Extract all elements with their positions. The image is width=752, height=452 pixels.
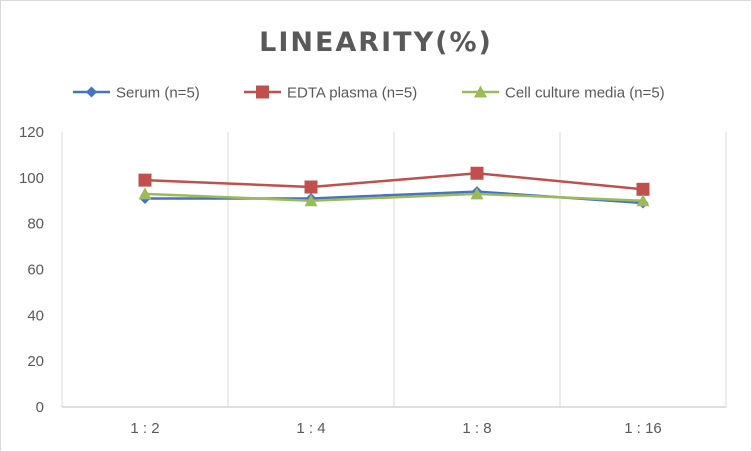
y-tick-label: 60: [27, 262, 44, 279]
legend-marker: [256, 85, 269, 99]
legend-entry: Cell culture media (n=5): [462, 85, 665, 102]
y-tick-label: 120: [19, 124, 44, 141]
data-point: [636, 194, 650, 207]
legend-label: EDTA plasma (n=5): [287, 85, 417, 102]
axes: 0 20 40 60 80 100 120 1 : 2 1 : 4 1 : 8 1 : 16: [19, 124, 726, 437]
y-tick-label: 80: [27, 216, 44, 233]
legend-entry: Serum (n=5): [73, 85, 200, 102]
series-line: [144, 192, 644, 202]
series-layer: [138, 166, 650, 209]
series-line: [144, 172, 644, 191]
legend-label: Serum (n=5): [116, 85, 200, 102]
x-tick-label: 1 : 2: [130, 420, 159, 437]
x-tick-label: 1 : 4: [296, 420, 325, 437]
chart-title: LINEARITY(%): [259, 27, 493, 58]
data-point: [138, 187, 152, 200]
data-point: [636, 182, 650, 196]
data-point: [304, 180, 318, 194]
data-point: [304, 194, 318, 207]
data-point: [470, 187, 484, 200]
y-tick-label: 40: [27, 307, 44, 324]
y-tick-label: 100: [19, 170, 44, 187]
y-tick-label: 0: [36, 399, 44, 416]
legend: Serum (n=5) EDTA plasma (n=5) Cell culture…: [73, 85, 665, 102]
y-tick-label: 20: [27, 353, 44, 370]
legend-entry: EDTA plasma (n=5): [244, 85, 417, 102]
x-tick-label: 1 : 8: [462, 420, 491, 437]
x-tick-label: 1 : 16: [624, 420, 662, 437]
data-point: [138, 173, 152, 187]
series-3: [138, 187, 650, 207]
legend-label: Cell culture media (n=5): [505, 85, 665, 102]
legend-marker: [474, 85, 487, 98]
series-2: [138, 166, 650, 196]
legend-marker: [86, 86, 97, 98]
data-point: [470, 166, 484, 180]
grid-lines: [61, 132, 727, 407]
